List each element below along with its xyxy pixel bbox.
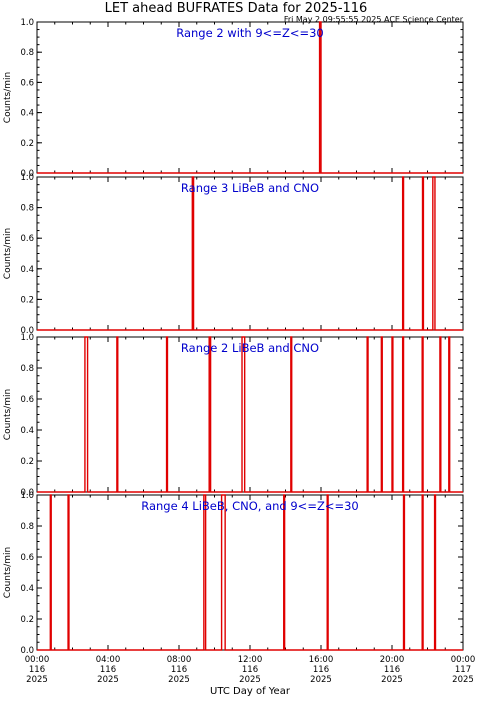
panel-label: Range 2 with 9<=Z<=30 <box>176 26 324 40</box>
panel-frame <box>36 176 464 331</box>
x-tick-label-year: 2025 <box>26 675 48 685</box>
y-tick-label: 0.2 <box>20 615 34 625</box>
series-trace-1 <box>37 336 463 493</box>
panel-4: 0.0 0.2 0.4 0.6 0.8 1.0 Counts/min Range 4 LiBe… <box>3 491 464 656</box>
x-tick-label-year: 2025 <box>381 675 403 685</box>
y-tick-label: 0.2 <box>20 457 34 467</box>
y-tick-label: 1.0 <box>20 18 34 28</box>
y-tick-label: 0.8 <box>20 48 34 58</box>
panel-2: 0.0 0.2 0.4 0.6 0.8 1.0 Counts/min Range 3 LiBe… <box>3 173 464 336</box>
timestamp-label: Fri May 2 09:55:55 2025 ACE Science Cent… <box>284 15 464 24</box>
y-tick-label: 0.6 <box>20 553 34 563</box>
x-tick-label-time: 12:00 <box>238 655 263 665</box>
y-axis-label: Counts/min <box>3 228 13 279</box>
y-tick-label: 0.6 <box>20 395 34 405</box>
y-tick-label: 0.0 <box>20 169 34 179</box>
page-title: LET ahead BUFRATES Data for 2025-116 <box>105 1 368 16</box>
x-tick-label-year: 2025 <box>97 675 119 685</box>
x-tick-label-year: 2025 <box>452 675 474 685</box>
y-tick-label: 0.4 <box>20 426 34 436</box>
x-tick-label-doy: 116 <box>100 665 116 675</box>
x-tick-label-year: 2025 <box>168 675 190 685</box>
y-tick-label: 0.4 <box>20 109 34 119</box>
panel-3: 0.0 0.2 0.4 0.6 0.8 1.0 Counts/min Range 2 LiBe… <box>3 333 464 498</box>
y-axis-label: Counts/min <box>3 72 13 123</box>
panel-frame <box>36 21 464 174</box>
y-tick-label: 1.0 <box>20 333 34 343</box>
y-tick-label: 0.4 <box>20 265 34 275</box>
y-tick-label: 0.0 <box>20 646 34 656</box>
x-tick-label-doy: 116 <box>29 665 45 675</box>
x-tick-label-year: 2025 <box>239 675 261 685</box>
x-tick-label-doy: 117 <box>455 665 471 675</box>
x-tick-label-time: 08:00 <box>167 655 192 665</box>
panel-label: Range 3 LiBeB and CNO <box>181 181 319 195</box>
x-tick-label-time: 00:00 <box>25 655 50 665</box>
y-tick-label: 0.8 <box>20 204 34 214</box>
y-tick-label: 0.4 <box>20 584 34 594</box>
panel-1: 0.0 0.2 0.4 0.6 0.8 1.0 Counts/min Range 2 with… <box>3 18 464 179</box>
y-tick-label: 0.2 <box>20 295 34 305</box>
x-tick-label-year: 2025 <box>310 675 332 685</box>
x-tick-label-doy: 116 <box>313 665 329 675</box>
x-tick-label-time: 04:00 <box>96 655 121 665</box>
panel-frame <box>36 494 464 651</box>
x-tick-label-doy: 116 <box>242 665 258 675</box>
y-axis-label: Counts/min <box>3 389 13 440</box>
y-tick-label: 0.2 <box>20 139 34 149</box>
y-tick-label: 0.6 <box>20 78 34 88</box>
x-tick-label-doy: 116 <box>384 665 400 675</box>
y-tick-label: 1.0 <box>20 491 34 501</box>
x-tick-label-time: 00:00 <box>451 655 476 665</box>
x-tick-label-doy: 116 <box>171 665 187 675</box>
series-trace-1 <box>37 176 463 331</box>
y-tick-label: 1.0 <box>20 173 34 183</box>
y-axis-label: Counts/min <box>3 547 13 598</box>
x-axis-label: UTC Day of Year <box>210 686 291 697</box>
y-tick-label: 0.0 <box>20 488 34 498</box>
x-tick-label-time: 16:00 <box>309 655 334 665</box>
series-trace-1 <box>37 494 463 651</box>
y-tick-label: 0.8 <box>20 364 34 374</box>
y-tick-label: 0.6 <box>20 234 34 244</box>
panel-label: Range 4 LiBeB, CNO, and 9<=Z<=30 <box>141 499 359 513</box>
series-trace-1 <box>37 21 463 174</box>
y-tick-label: 0.0 <box>20 326 34 336</box>
panel-frame <box>36 336 464 493</box>
x-tick-label-time: 20:00 <box>380 655 405 665</box>
panel-label: Range 2 LiBeB and CNO <box>181 341 319 355</box>
y-tick-label: 0.8 <box>20 522 34 532</box>
